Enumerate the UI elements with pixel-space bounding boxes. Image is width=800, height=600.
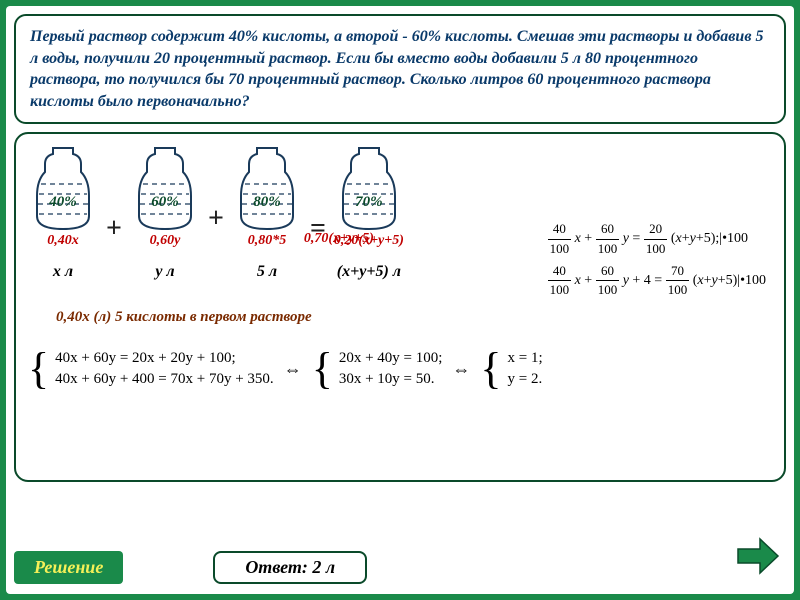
eq-line-2: 40100 x + 60100 y + 4 = 70100 (x+y+5)|•1…	[548, 262, 766, 299]
work-box: 40% 0,40x х л + 60% 0,60y у л +	[14, 132, 786, 482]
flask-icon: 60%	[130, 146, 200, 231]
eq1-suffix: ;|•100	[715, 231, 748, 246]
s2a: 20x + 40y = 100;	[339, 350, 443, 366]
plus-1: +	[106, 213, 122, 245]
flask-4-pct: 70%	[355, 194, 383, 211]
eq-line-1: 40100 x + 60100 y = 20100 (x+y+5);|•100	[548, 220, 766, 257]
arrow-right-icon	[736, 537, 780, 575]
system-2: 20x + 40y = 100; 30x + 10y = 50.	[339, 348, 443, 390]
flask-4-overlay: 0,70(х+у+5)	[304, 231, 374, 247]
systems-row: { 40x + 60y = 20x + 20y + 100; 40x + 60y…	[28, 348, 772, 390]
answer-box: Ответ: 2 л	[213, 551, 367, 584]
flask-2-label: у л	[155, 263, 174, 281]
flask-3: 80% 0,80*5 5 л	[232, 146, 302, 281]
plus-2: +	[208, 203, 224, 235]
bottom-bar: Решение Ответ: 2 л	[14, 551, 786, 584]
flask-1-label: х л	[53, 263, 73, 281]
iff-icon: ⇔	[284, 359, 302, 380]
s2b: 30x + 10y = 50.	[339, 371, 435, 387]
s1a: 40x + 60y = 20x + 20y + 100;	[55, 350, 236, 366]
problem-box: Первый раствор содержит 40% кислоты, а в…	[14, 14, 786, 124]
slide-inner: Первый раствор содержит 40% кислоты, а в…	[6, 6, 794, 594]
brace-icon: {	[480, 351, 501, 387]
eq2-suffix: |•100	[737, 273, 766, 288]
system-1: 40x + 60y = 20x + 20y + 100; 40x + 60y +…	[55, 348, 274, 390]
fraction-equations: 40100 x + 60100 y = 20100 (x+y+5);|•100 …	[548, 220, 766, 299]
system-3: x = 1; y = 2.	[508, 348, 543, 390]
brace-icon: {	[312, 351, 333, 387]
slide-frame: Первый раствор содержит 40% кислоты, а в…	[0, 0, 800, 600]
flask-1-pct: 40%	[49, 194, 77, 211]
flask-2-expr: 0,60y	[150, 233, 181, 249]
flask-3-expr: 0,80*5	[248, 233, 287, 249]
s3a: x = 1;	[508, 350, 543, 366]
flask-icon: 40%	[28, 146, 98, 231]
flask-3-label: 5 л	[257, 263, 277, 281]
flask-4-label: (х+у+5) л	[337, 263, 401, 281]
flask-icon: 70%	[334, 146, 404, 231]
flask-2-pct: 60%	[151, 194, 179, 211]
flask-1-expr: 0,40x	[47, 233, 79, 249]
brace-icon: {	[28, 351, 49, 387]
iff-icon: ⇔	[452, 359, 470, 380]
problem-text: Первый раствор содержит 40% кислоты, а в…	[30, 26, 770, 112]
s1b: 40x + 60y + 400 = 70x + 70y + 350.	[55, 371, 274, 387]
flask-4: 70% 0,70(х+у+5) 0,20(х+у+5) (х+у+5) л	[334, 146, 404, 281]
flask-2: 60% 0,60y у л	[130, 146, 200, 281]
flask-icon: 80%	[232, 146, 302, 231]
overlapped-text: 0,40х (л) 5 кислоты в первом растворе	[56, 309, 772, 326]
s3b: y = 2.	[508, 371, 543, 387]
flask-3-pct: 80%	[253, 194, 281, 211]
flask-1: 40% 0,40x х л	[28, 146, 98, 281]
solution-button[interactable]: Решение	[14, 551, 123, 584]
next-button[interactable]	[736, 537, 780, 580]
